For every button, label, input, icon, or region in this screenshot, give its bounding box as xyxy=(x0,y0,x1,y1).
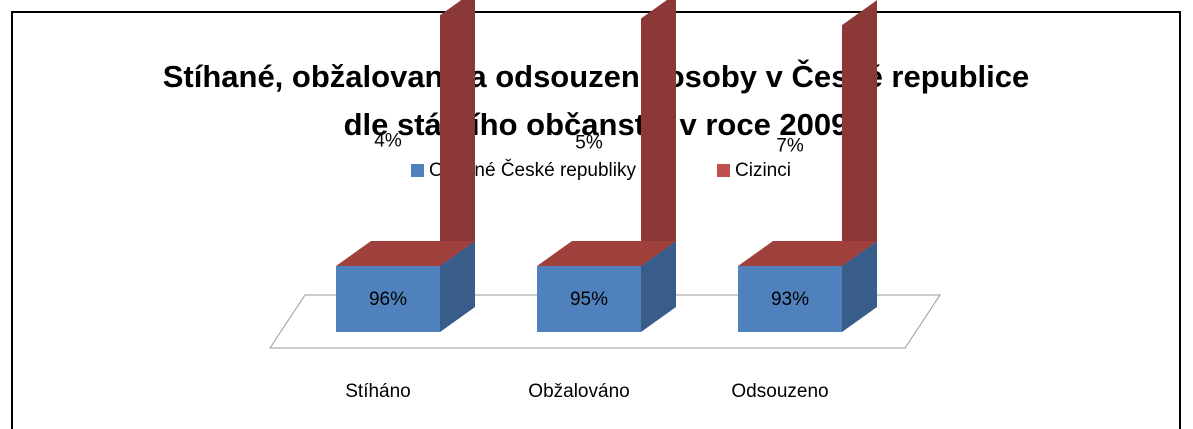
chart-border xyxy=(11,11,1181,429)
data-label: 4% xyxy=(374,131,402,152)
bar-side xyxy=(440,0,475,266)
data-label: 5% xyxy=(575,132,603,153)
legend-swatch xyxy=(717,164,730,177)
bar-side xyxy=(641,0,676,266)
data-label: 95% xyxy=(570,289,608,310)
data-label: 7% xyxy=(776,136,804,157)
data-label: 96% xyxy=(369,289,407,310)
legend-swatch xyxy=(411,164,424,177)
bar-side xyxy=(440,241,475,332)
bar xyxy=(336,266,440,332)
x-tick-label: Odsouzeno xyxy=(731,381,828,402)
data-label: 93% xyxy=(771,289,809,310)
bar-top xyxy=(336,241,475,266)
bar-side xyxy=(842,241,877,332)
x-tick-label: Obžalováno xyxy=(528,381,629,402)
chart-title: Stíhané, obžalované a odsouzené osoby v … xyxy=(163,58,1030,94)
bar-top xyxy=(537,241,676,266)
x-tick-label: Stíháno xyxy=(345,381,411,402)
bar-side xyxy=(641,241,676,332)
legend-label: Občané České republiky xyxy=(429,159,636,181)
bar-side xyxy=(842,0,877,266)
legend-label: Cizinci xyxy=(735,160,791,181)
bar-top xyxy=(738,241,877,266)
bar xyxy=(537,266,641,332)
chart-subtitle: dle státního občanství v roce 2009 xyxy=(344,107,849,142)
bar xyxy=(738,266,842,332)
